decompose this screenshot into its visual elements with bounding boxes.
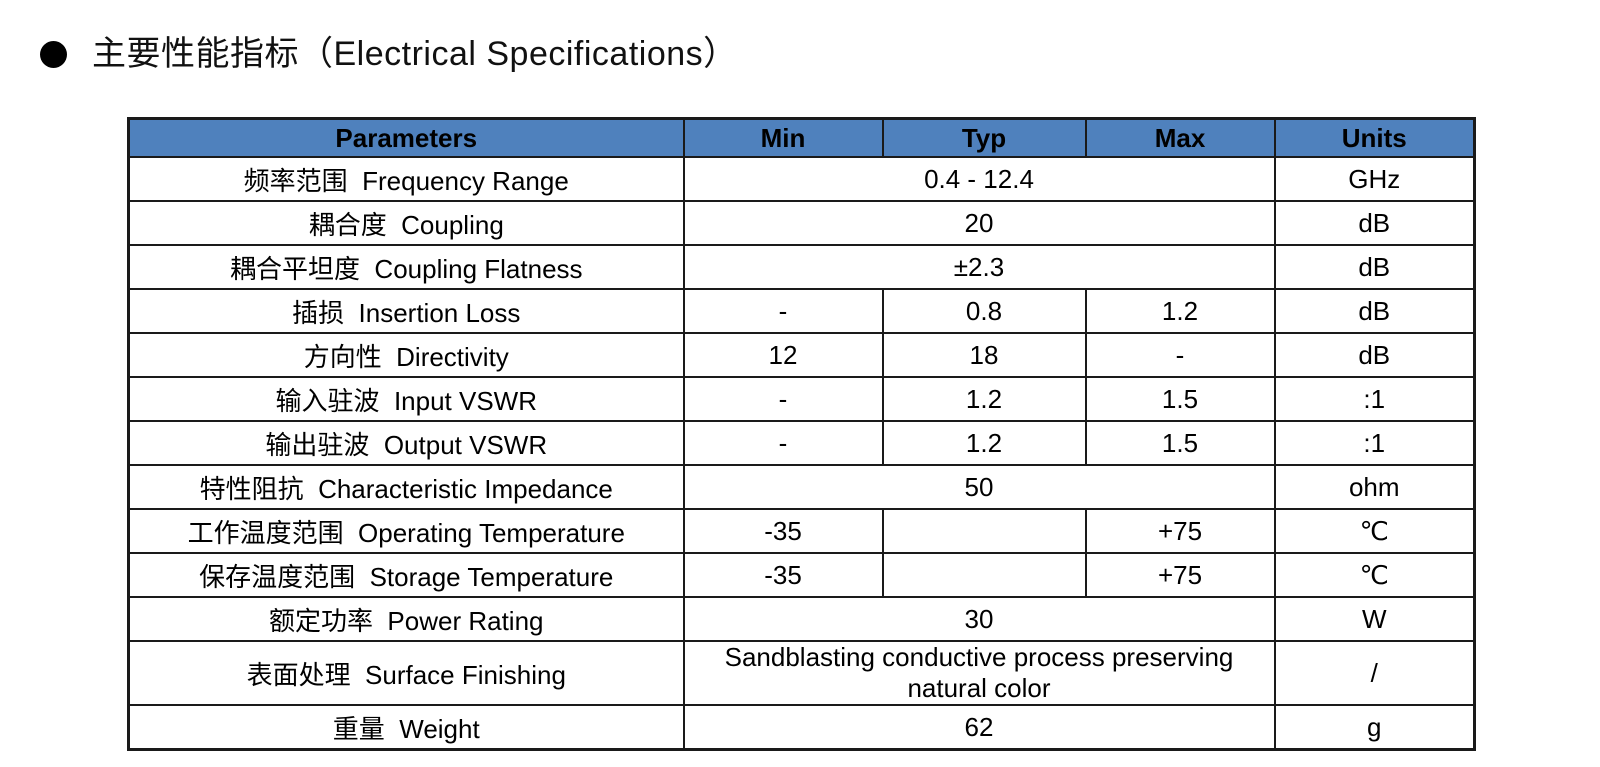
col-header-parameters: Parameters: [127, 117, 685, 158]
param-cell: 表面处理 Surface Finishing: [127, 640, 685, 706]
param-cell: 特性阻抗 Characteristic Impedance: [127, 464, 685, 510]
typ-cell: 18: [881, 332, 1087, 378]
units-cell: W: [1273, 596, 1476, 642]
table-row: 方向性 Directivity 12 18 - dB: [127, 332, 1476, 378]
max-cell: 1.5: [1084, 376, 1276, 422]
section-title-text: 主要性能指标（Electrical Specifications）: [92, 35, 738, 73]
param-cell: 工作温度范围 Operating Temperature: [127, 508, 685, 554]
max-cell: +75: [1084, 552, 1276, 598]
units-cell: ℃: [1273, 508, 1476, 554]
units-cell: ℃: [1273, 552, 1476, 598]
param-cell: 额定功率 Power Rating: [127, 596, 685, 642]
bullet-icon: [40, 41, 67, 69]
value-cell: 20: [682, 200, 1276, 246]
table-row: 额定功率 Power Rating 30 W: [127, 596, 1476, 642]
col-header-units: Units: [1273, 117, 1476, 158]
value-cell: ±2.3: [682, 244, 1276, 290]
min-cell: -: [682, 420, 884, 466]
typ-cell: 1.2: [881, 376, 1087, 422]
header-row: Parameters Min Typ Max Units: [127, 117, 1476, 158]
units-cell: dB: [1273, 288, 1476, 334]
value-cell: 0.4 - 12.4: [682, 156, 1276, 202]
value-cell: Sandblasting conductive process preservi…: [682, 640, 1276, 706]
param-cell: 插损 Insertion Loss: [127, 288, 685, 334]
min-cell: -35: [682, 508, 884, 554]
table-row: 频率范围 Frequency Range 0.4 - 12.4 GHz: [127, 156, 1476, 202]
param-cell: 输出驻波 Output VSWR: [127, 420, 685, 466]
col-header-max: Max: [1084, 117, 1276, 158]
units-cell: GHz: [1273, 156, 1476, 202]
table-row: 工作温度范围 Operating Temperature -35 +75 ℃: [127, 508, 1476, 554]
col-header-min: Min: [682, 117, 884, 158]
table-row: 保存温度范围 Storage Temperature -35 +75 ℃: [127, 552, 1476, 598]
min-cell: -35: [682, 552, 884, 598]
section-title: 主要性能指标（Electrical Specifications）: [40, 35, 738, 73]
units-cell: ohm: [1273, 464, 1476, 510]
typ-cell: 1.2: [881, 420, 1087, 466]
max-cell: -: [1084, 332, 1276, 378]
param-cell: 耦合平坦度 Coupling Flatness: [127, 244, 685, 290]
param-cell: 耦合度 Coupling: [127, 200, 685, 246]
units-cell: g: [1273, 704, 1476, 751]
param-cell: 方向性 Directivity: [127, 332, 685, 378]
value-cell: 50: [682, 464, 1276, 510]
table-row: 表面处理 Surface Finishing Sandblasting cond…: [127, 640, 1476, 706]
param-cell: 频率范围 Frequency Range: [127, 156, 685, 202]
typ-cell: [881, 508, 1087, 554]
min-cell: -: [682, 376, 884, 422]
units-cell: :1: [1273, 420, 1476, 466]
units-cell: dB: [1273, 332, 1476, 378]
units-cell: dB: [1273, 200, 1476, 246]
max-cell: 1.2: [1084, 288, 1276, 334]
min-cell: -: [682, 288, 884, 334]
table-row: 插损 Insertion Loss - 0.8 1.2 dB: [127, 288, 1476, 334]
param-cell: 重量 Weight: [127, 704, 685, 751]
table-row: 输入驻波 Input VSWR - 1.2 1.5 :1: [127, 376, 1476, 422]
table-row: 重量 Weight 62 g: [127, 704, 1476, 751]
typ-cell: [881, 552, 1087, 598]
table-row: 耦合度 Coupling 20 dB: [127, 200, 1476, 246]
units-cell: /: [1273, 640, 1476, 706]
table-row: 耦合平坦度 Coupling Flatness ±2.3 dB: [127, 244, 1476, 290]
max-cell: 1.5: [1084, 420, 1276, 466]
max-cell: +75: [1084, 508, 1276, 554]
table-row: 输出驻波 Output VSWR - 1.2 1.5 :1: [127, 420, 1476, 466]
units-cell: :1: [1273, 376, 1476, 422]
spec-table: Parameters Min Typ Max Units 频率范围 Freque…: [127, 117, 1476, 751]
param-cell: 输入驻波 Input VSWR: [127, 376, 685, 422]
table-row: 特性阻抗 Characteristic Impedance 50 ohm: [127, 464, 1476, 510]
min-cell: 12: [682, 332, 884, 378]
typ-cell: 0.8: [881, 288, 1087, 334]
value-cell: 30: [682, 596, 1276, 642]
value-cell: 62: [682, 704, 1276, 751]
col-header-typ: Typ: [881, 117, 1087, 158]
param-cell: 保存温度范围 Storage Temperature: [127, 552, 685, 598]
units-cell: dB: [1273, 244, 1476, 290]
